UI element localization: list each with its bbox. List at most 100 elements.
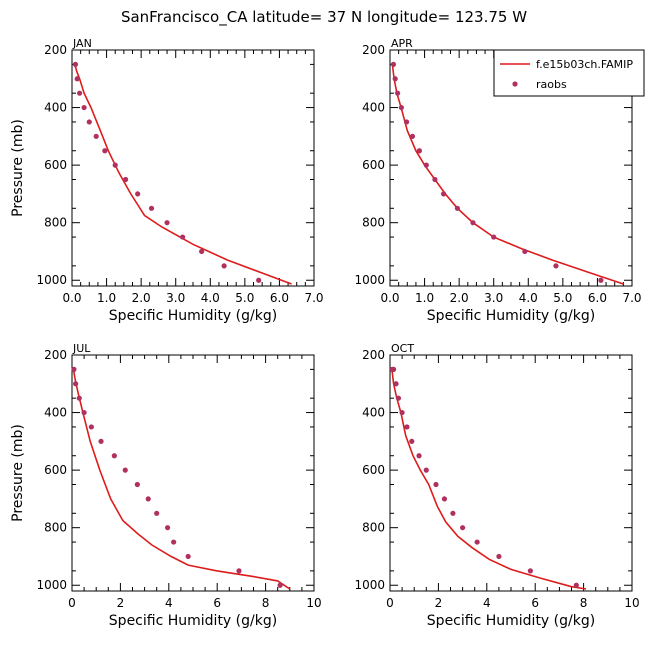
- raobs-point: [74, 76, 80, 82]
- raobs-point: [389, 366, 396, 372]
- raobs-point: [73, 381, 79, 387]
- raobs-point: [470, 220, 476, 226]
- raobs-point: [185, 553, 191, 560]
- x-tick-label: 2.0: [450, 291, 469, 305]
- panel-oct: OCT 0 2 4 6 8 10 200 400 600 800 1000 Specific Humid…: [354, 342, 639, 629]
- panel-title: APR: [391, 37, 413, 50]
- y-tick-label: 200: [362, 348, 385, 362]
- legend-box: [493, 49, 645, 97]
- x-tick-label: 1.0: [415, 291, 434, 305]
- raobs-point: [450, 510, 456, 516]
- raobs-point: [433, 481, 439, 488]
- y-tick-label: 1000: [36, 578, 67, 592]
- x-tick-label: 4: [483, 596, 491, 610]
- x-tick-label: 4.0: [519, 291, 538, 305]
- raobs-point: [527, 568, 533, 574]
- raobs-point: [474, 539, 480, 545]
- raobs-point: [164, 525, 171, 531]
- raobs-point: [88, 424, 94, 430]
- panel-jan: JAN 0.0 1.0 2.0 3.0 4.0 5.0 6.0 7.0 200 400 600 800 1…: [10, 37, 324, 324]
- x-tick-label: 5.0: [553, 291, 572, 305]
- model-line: [391, 64, 624, 285]
- y-tick-label: 200: [44, 43, 67, 57]
- x-tick-label: 4: [165, 596, 173, 610]
- raobs-point: [102, 148, 108, 154]
- raobs-point: [395, 395, 402, 401]
- plot-frame: [71, 49, 315, 287]
- panel-jul: JUL 0 2 4 6 8 10 200 400 600 800 1000 Specific Humid…: [10, 342, 322, 629]
- x-tick-label: 1.0: [97, 291, 116, 305]
- raobs-point: [171, 539, 177, 545]
- y-tick-label: 600: [362, 158, 385, 172]
- x-tick-label: 3.0: [484, 291, 503, 305]
- x-axis-label: Specific Humidity (g/kg): [109, 308, 277, 324]
- x-tick-label: 10: [624, 596, 639, 610]
- legend-marker-swatch: [512, 81, 518, 87]
- y-tick-label: 1000: [354, 578, 385, 592]
- y-tick-label: 400: [362, 406, 385, 420]
- raobs-point: [86, 119, 92, 125]
- raobs-point: [112, 162, 118, 168]
- raobs-point: [256, 277, 262, 283]
- raobs-point: [404, 424, 410, 430]
- model-line: [72, 369, 291, 590]
- raobs-point: [393, 381, 399, 387]
- raobs-point: [81, 409, 87, 416]
- raobs-point: [111, 453, 117, 459]
- raobs-point: [491, 234, 497, 240]
- y-tick-label: 600: [362, 463, 385, 477]
- raobs-point: [553, 263, 559, 269]
- x-tick-label: 10: [306, 596, 321, 610]
- y-tick-label: 800: [44, 521, 67, 535]
- x-tick-label: 8: [580, 596, 588, 610]
- x-axis-label: Specific Humidity (g/kg): [109, 613, 277, 629]
- y-tick-label: 600: [44, 158, 67, 172]
- raobs-point: [221, 263, 227, 269]
- panel-title: JAN: [72, 37, 92, 50]
- raobs-point: [573, 582, 579, 588]
- raobs-point: [398, 104, 405, 111]
- x-tick-label: 0.0: [62, 291, 81, 305]
- raobs-point: [416, 148, 422, 154]
- x-tick-label: 0: [386, 596, 394, 610]
- panel-title: OCT: [391, 342, 414, 355]
- x-tick-label: 5.0: [235, 291, 254, 305]
- raobs-point: [199, 248, 205, 255]
- raobs-point: [460, 525, 466, 531]
- raobs-point: [496, 553, 502, 560]
- x-tick-label: 0.0: [380, 291, 399, 305]
- raobs-point: [180, 234, 186, 240]
- x-axis-label: Specific Humidity (g/kg): [427, 613, 595, 629]
- raobs-point: [454, 205, 461, 211]
- x-tick-label: 6: [213, 596, 221, 610]
- raobs-point: [399, 409, 405, 416]
- x-tick-label: 8: [262, 596, 270, 610]
- raobs-point: [135, 191, 141, 197]
- raobs-point: [432, 176, 438, 183]
- x-tick-label: 6.0: [588, 291, 607, 305]
- model-line: [391, 369, 587, 590]
- panel-title: JUL: [72, 342, 91, 355]
- model-line: [74, 64, 292, 285]
- x-tick-label: 0: [68, 596, 76, 610]
- raobs-point: [392, 76, 398, 82]
- raobs-point: [148, 205, 155, 211]
- raobs-point: [598, 277, 604, 283]
- plot-frame: [389, 354, 633, 592]
- x-tick-label: 7.0: [304, 291, 323, 305]
- raobs-point: [416, 453, 422, 459]
- raobs-point: [98, 438, 104, 444]
- raobs-point: [81, 104, 87, 111]
- y-tick-label: 400: [44, 406, 67, 420]
- figure-title: SanFrancisco_CA latitude= 37 N longitude…: [121, 8, 527, 27]
- raobs-point: [164, 220, 170, 226]
- raobs-point: [71, 366, 77, 372]
- x-tick-label: 2: [435, 596, 443, 610]
- raobs-point: [423, 162, 429, 168]
- raobs-point: [409, 133, 416, 139]
- x-tick-label: 6: [531, 596, 539, 610]
- legend-label: f.e15b03ch.FAMIP: [536, 58, 633, 71]
- x-tick-label: 4.0: [201, 291, 220, 305]
